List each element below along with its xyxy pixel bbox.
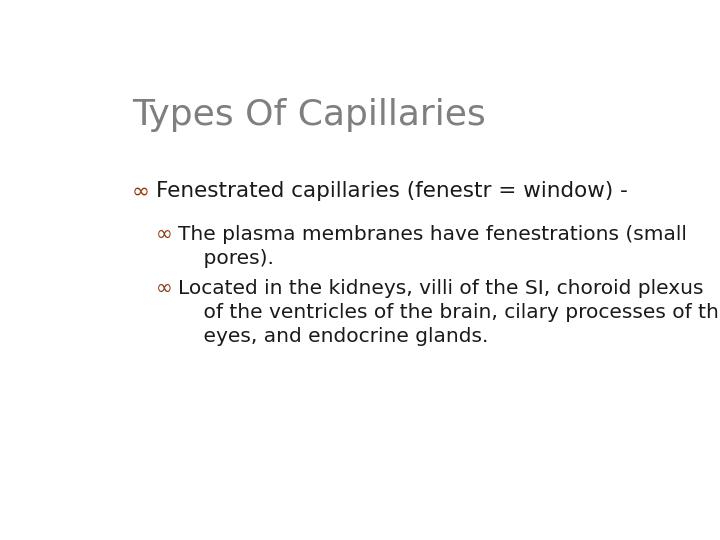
Text: ∞: ∞ (132, 181, 150, 201)
Text: Types Of Capillaries: Types Of Capillaries (132, 98, 485, 132)
Text: Fenestrated capillaries (fenestr = window) -: Fenestrated capillaries (fenestr = windo… (156, 181, 628, 201)
FancyBboxPatch shape (81, 58, 657, 487)
Text: The plasma membranes have fenestrations (small
    pores).: The plasma membranes have fenestrations … (178, 225, 687, 268)
Text: ∞: ∞ (156, 225, 173, 244)
Text: Located in the kidneys, villi of the SI, choroid plexus
    of the ventricles of: Located in the kidneys, villi of the SI,… (178, 279, 720, 347)
Text: ∞: ∞ (156, 279, 173, 298)
